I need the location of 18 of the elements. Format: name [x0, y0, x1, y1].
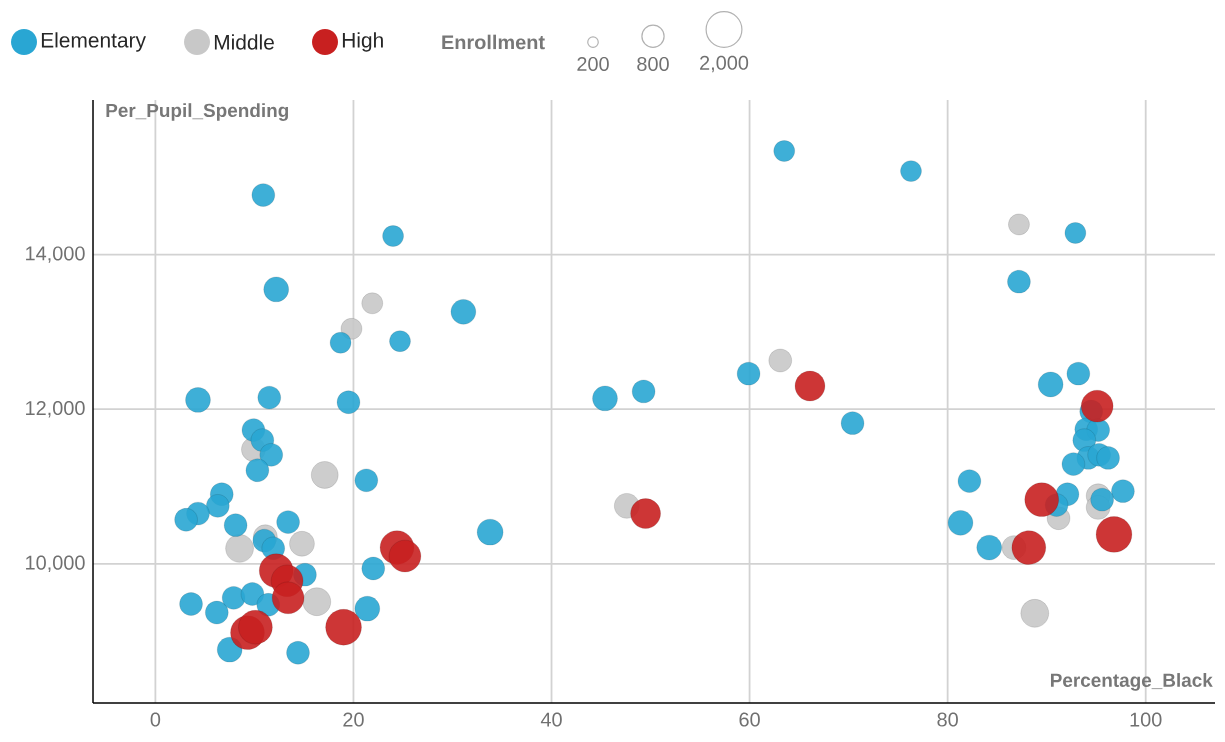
legend-label: Elementary	[41, 32, 146, 52]
y-tick-label: 12,000	[26, 400, 85, 418]
x-tick-label: 0	[150, 712, 161, 727]
legend-label: 2,000	[700, 55, 749, 73]
x-tick-label: 40	[540, 712, 562, 727]
legend-title: Enrollment	[442, 34, 545, 50]
x-tick-label: 20	[343, 712, 364, 727]
x-axis-title: Percentage_Black	[1050, 673, 1213, 691]
legend-label: Middle	[214, 34, 274, 50]
y-tick-label: 10,000	[26, 555, 85, 573]
x-tick-label: 80	[937, 712, 958, 727]
x-tick-label: 100	[1130, 712, 1162, 727]
y-tick-label: 14,000	[26, 246, 85, 263]
legend-label: 200	[577, 56, 609, 72]
legend-label: High	[342, 32, 383, 52]
legend-label: 800	[637, 56, 669, 72]
y-axis-title: Per_Pupil_Spending	[106, 103, 289, 121]
x-tick-label: 60	[739, 712, 760, 727]
